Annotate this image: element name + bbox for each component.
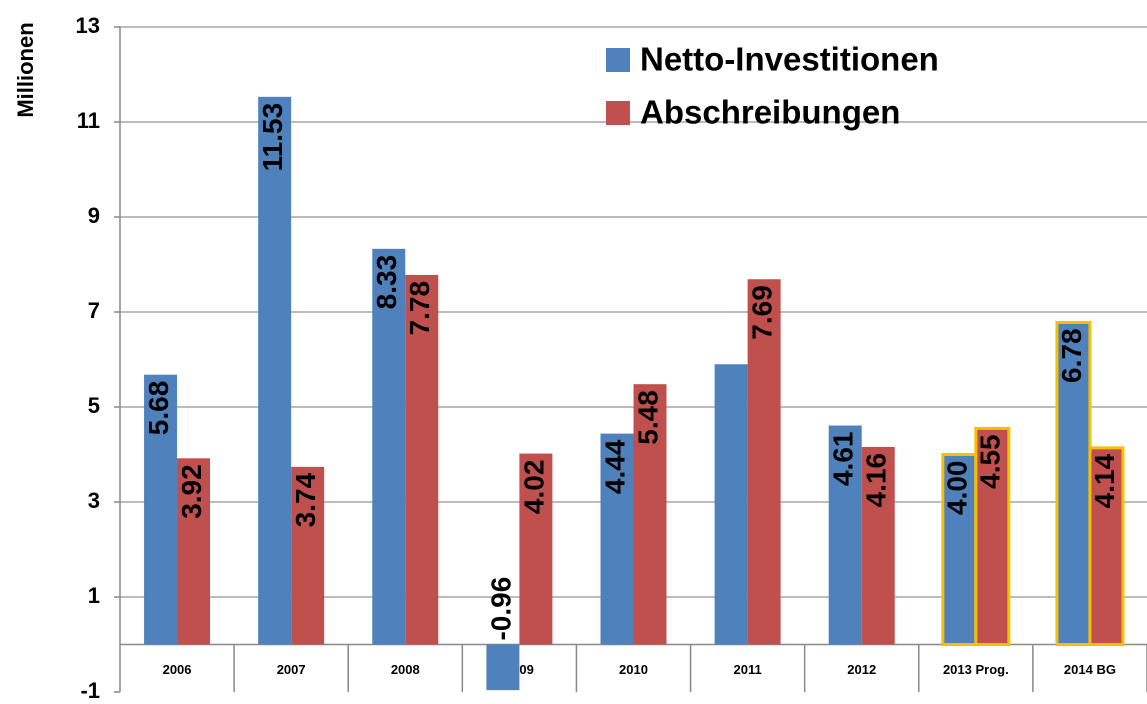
bar (258, 96, 292, 645)
data-label: 5.48 (632, 390, 663, 445)
bar (519, 453, 553, 645)
data-label: 8.33 (371, 255, 402, 310)
data-label: 5.68 (143, 381, 174, 436)
x-tick-label: 2007 (277, 662, 306, 677)
y-axis-label: Millionen (13, 22, 38, 117)
data-label: 4.44 (599, 439, 630, 494)
data-label: -0.96 (485, 577, 516, 641)
data-label: 7.69 (747, 285, 778, 340)
bar (405, 274, 439, 645)
legend-swatch (606, 101, 630, 125)
y-tick-label: 9 (88, 203, 100, 228)
y-tick-label: -1 (80, 678, 100, 703)
legend-label: Netto-Investitionen (640, 41, 939, 78)
bar (1055, 320, 1092, 646)
y-tick-label: 7 (88, 298, 100, 323)
bar (486, 644, 520, 691)
bar (144, 374, 178, 645)
data-label: 4.00 (942, 461, 973, 516)
data-label: 4.14 (1089, 453, 1120, 508)
x-tick-label: 2014 BG (1064, 662, 1116, 677)
x-tick-label: 2011 (734, 662, 762, 677)
x-tick-label: 2013 Prog. (943, 662, 1009, 677)
y-tick-label: 3 (88, 488, 100, 513)
data-label: 3.92 (176, 464, 207, 519)
y-tick-label: 13 (76, 13, 100, 38)
bar (747, 279, 781, 645)
bar (291, 466, 325, 645)
bar (372, 248, 406, 645)
bar (974, 426, 1011, 646)
data-label: 4.02 (518, 460, 549, 515)
legend-swatch (606, 48, 630, 72)
x-tick-label: 2010 (619, 662, 648, 677)
bar (177, 458, 211, 645)
x-tick-label: 2012 (847, 662, 876, 677)
y-tick-label: 1 (88, 583, 100, 608)
bar (600, 433, 634, 645)
data-label: 3.74 (290, 472, 321, 527)
legend-label: Abschreibungen (640, 94, 900, 131)
bar (1088, 446, 1125, 646)
bar (714, 364, 748, 645)
bar (861, 446, 895, 645)
x-tick-label: 2006 (163, 662, 192, 677)
data-label: 11.53 (257, 103, 288, 172)
data-label: 4.16 (861, 453, 892, 508)
data-label: 6.78 (1056, 328, 1087, 383)
y-tick-label: 5 (88, 393, 100, 418)
data-label: 4.61 (828, 432, 859, 487)
data-label: 7.78 (404, 281, 435, 336)
y-tick-label: 11 (77, 108, 100, 133)
bar (633, 384, 667, 645)
bar (828, 425, 862, 645)
x-tick-label: 2008 (391, 662, 420, 677)
data-label: 4.55 (975, 434, 1006, 489)
